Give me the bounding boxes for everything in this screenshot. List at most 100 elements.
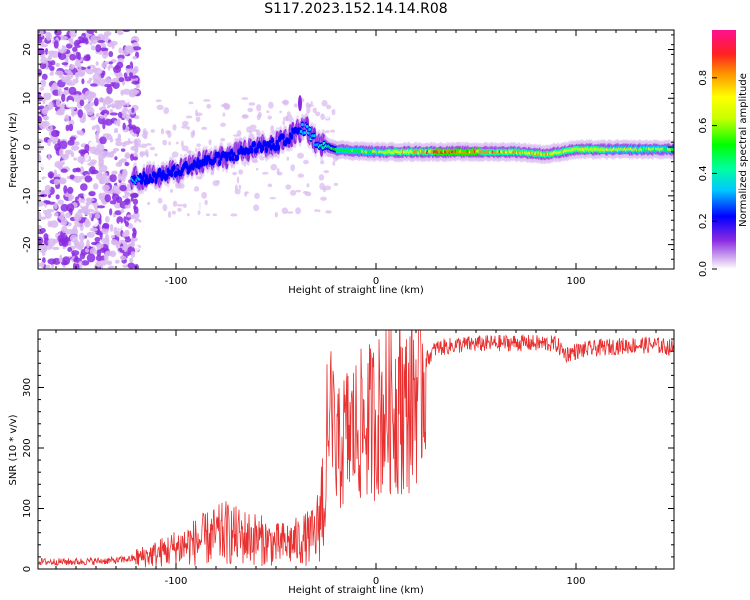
noise-blob xyxy=(332,160,336,166)
noise-blob xyxy=(43,88,51,94)
noise-blob xyxy=(116,61,124,69)
noise-blob xyxy=(77,198,86,202)
noise-blob xyxy=(180,140,184,148)
noise-blob xyxy=(90,115,96,121)
noise-blob xyxy=(253,204,260,212)
noise-blob xyxy=(89,227,98,232)
noise-blob xyxy=(69,174,75,180)
noise-blob xyxy=(65,229,74,235)
noise-blob xyxy=(55,62,61,67)
noise-blob xyxy=(286,156,290,161)
noise-blob xyxy=(59,148,64,158)
noise-blob xyxy=(91,125,96,131)
noise-blob xyxy=(120,148,126,152)
noise-blob xyxy=(223,102,228,109)
noise-blob xyxy=(38,230,44,235)
noise-blob xyxy=(81,78,85,85)
colorbar-tick-label: 0.2 xyxy=(698,213,709,229)
noise-blob xyxy=(59,35,69,41)
noise-blob xyxy=(255,167,259,171)
noise-blob xyxy=(53,212,59,217)
noise-blob xyxy=(295,189,301,193)
noise-blob xyxy=(128,72,134,77)
noise-blob xyxy=(201,191,208,199)
colorbar-gradient xyxy=(712,30,736,269)
noise-blob xyxy=(38,142,41,147)
noise-blob xyxy=(43,209,48,215)
noise-blob xyxy=(83,47,88,52)
noise-blob xyxy=(72,51,77,55)
noise-blob xyxy=(331,108,336,116)
noise-blob xyxy=(95,44,102,53)
noise-blob xyxy=(111,170,118,175)
noise-blob xyxy=(124,237,132,243)
ridge-core xyxy=(230,150,234,154)
noise-blob xyxy=(267,115,272,120)
noise-blob xyxy=(185,115,193,119)
ridge-core xyxy=(195,163,199,167)
ridge-core xyxy=(151,178,154,183)
noise-blob xyxy=(102,222,110,229)
noise-blob xyxy=(114,259,120,264)
y-tick-label: 10 xyxy=(22,92,33,105)
noise-blob xyxy=(203,99,211,102)
noise-blob xyxy=(61,241,69,247)
noise-blob xyxy=(95,254,103,262)
noise-blob xyxy=(329,180,336,184)
noise-blob xyxy=(130,89,140,95)
noise-blob xyxy=(177,207,182,212)
ridge-core xyxy=(147,179,151,183)
ridge-core xyxy=(154,179,158,183)
noise-blob xyxy=(325,210,332,214)
noise-blob xyxy=(285,184,292,190)
noise-blob xyxy=(73,175,82,183)
noise-blob xyxy=(124,229,130,237)
noise-blob xyxy=(110,124,119,129)
noise-blob xyxy=(65,124,70,132)
noise-blob xyxy=(41,120,50,127)
noise-blob xyxy=(83,190,88,200)
noise-blob xyxy=(168,141,171,146)
noise-blob xyxy=(306,107,311,114)
noise-blob xyxy=(220,137,226,142)
noise-blob xyxy=(44,47,49,55)
noise-blob xyxy=(97,205,106,209)
ridge-core xyxy=(313,134,316,138)
noise-blob xyxy=(63,185,68,194)
noise-blob xyxy=(60,203,69,212)
noise-blob xyxy=(108,50,114,58)
spectrogram-y-label: Frequency (Hz) xyxy=(8,112,19,188)
ridge-core xyxy=(301,122,304,127)
noise-blob xyxy=(120,208,125,214)
noise-blob xyxy=(89,247,97,256)
noise-blob xyxy=(295,207,302,215)
noise-blob xyxy=(38,147,44,151)
noise-blob xyxy=(261,171,269,175)
noise-blob xyxy=(124,161,130,167)
noise-blob xyxy=(110,82,115,87)
noise-blob xyxy=(41,107,49,115)
noise-blob xyxy=(172,200,178,207)
noise-blob xyxy=(131,133,138,137)
noise-blob xyxy=(42,115,49,121)
noise-blob xyxy=(130,251,136,258)
noise-blob xyxy=(194,185,200,193)
noise-blob xyxy=(204,199,208,206)
noise-blob xyxy=(65,212,71,219)
noise-blob xyxy=(109,223,114,232)
noise-blob xyxy=(67,246,73,253)
ridge-core xyxy=(133,176,136,180)
noise-blob xyxy=(122,113,131,120)
noise-blob xyxy=(285,163,290,166)
noise-blob xyxy=(134,115,140,120)
noise-blob xyxy=(132,55,137,60)
noise-blob xyxy=(290,164,296,172)
noise-blob xyxy=(110,239,118,245)
noise-blob xyxy=(84,152,90,161)
noise-blob xyxy=(96,266,102,269)
noise-blob xyxy=(71,145,80,151)
noise-blob xyxy=(73,157,77,161)
noise-blob xyxy=(315,111,321,117)
noise-blob xyxy=(205,213,211,217)
